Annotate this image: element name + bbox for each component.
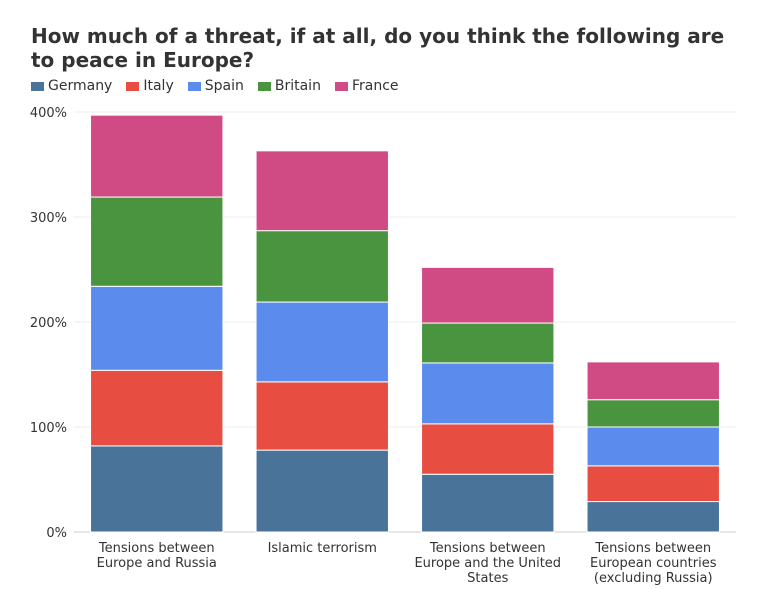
bar-spain[interactable] (421, 362, 555, 425)
y-tick-label: 100% (30, 421, 67, 436)
legend-item-spain[interactable]: Spain (187, 78, 244, 94)
bar-italy[interactable] (586, 465, 720, 503)
bar-spain[interactable] (90, 285, 224, 371)
x-tick-label: (excluding Russia) (594, 571, 713, 586)
legend-label: Spain (204, 78, 244, 94)
legend-swatch (187, 81, 201, 91)
bar-britain[interactable] (421, 322, 555, 364)
x-tick-label: Tensions between (98, 541, 215, 556)
y-tick-label: 400% (30, 106, 67, 121)
legend-label: France (351, 78, 399, 94)
legend-item-italy[interactable]: Italy (126, 78, 174, 94)
bar-britain[interactable] (255, 230, 389, 303)
legend-item-britain[interactable]: Britain (257, 78, 321, 94)
x-tick-label: Tensions between (429, 541, 546, 556)
chart-title: How much of a threat, if at all, do you … (31, 24, 725, 72)
x-tick-label: Islamic terrorism (268, 541, 377, 556)
bar-italy[interactable] (255, 381, 389, 451)
legend-swatch (126, 81, 140, 91)
y-tick-label: 200% (30, 316, 67, 331)
bar-germany[interactable] (421, 473, 555, 533)
bar-france[interactable] (421, 266, 555, 324)
legend-label: Germany (48, 78, 113, 94)
bar-germany[interactable] (90, 445, 224, 533)
legend-label: Italy (143, 78, 174, 94)
x-tick-label: Europe and the United (414, 556, 561, 571)
bar-britain[interactable] (586, 399, 720, 428)
legend-swatch (334, 81, 348, 91)
bar-italy[interactable] (90, 369, 224, 447)
bar-germany[interactable] (255, 449, 389, 533)
bar-germany[interactable] (586, 501, 720, 533)
y-tick-label: 300% (30, 211, 67, 226)
legend-swatch (31, 81, 44, 91)
legend-item-france[interactable]: France (334, 78, 399, 94)
x-tick-label: Tensions between (594, 541, 711, 556)
legend-label: Britain (274, 78, 321, 94)
bar-spain[interactable] (586, 426, 720, 467)
bar-britain[interactable] (90, 196, 224, 287)
legend-item-germany[interactable]: Germany (31, 78, 112, 94)
x-tick-label: Europe and Russia (97, 556, 217, 571)
bar-france[interactable] (255, 150, 389, 232)
x-tick-label: European countries (590, 556, 717, 571)
y-tick-label: 0% (46, 526, 67, 541)
bar-france[interactable] (90, 114, 224, 198)
bar-spain[interactable] (255, 301, 389, 383)
legend-swatch (257, 81, 271, 91)
legend: Germany Italy Spain Britain France (31, 78, 399, 94)
x-tick-label: States (467, 571, 508, 586)
bar-italy[interactable] (421, 423, 555, 475)
bar-france[interactable] (586, 361, 720, 401)
